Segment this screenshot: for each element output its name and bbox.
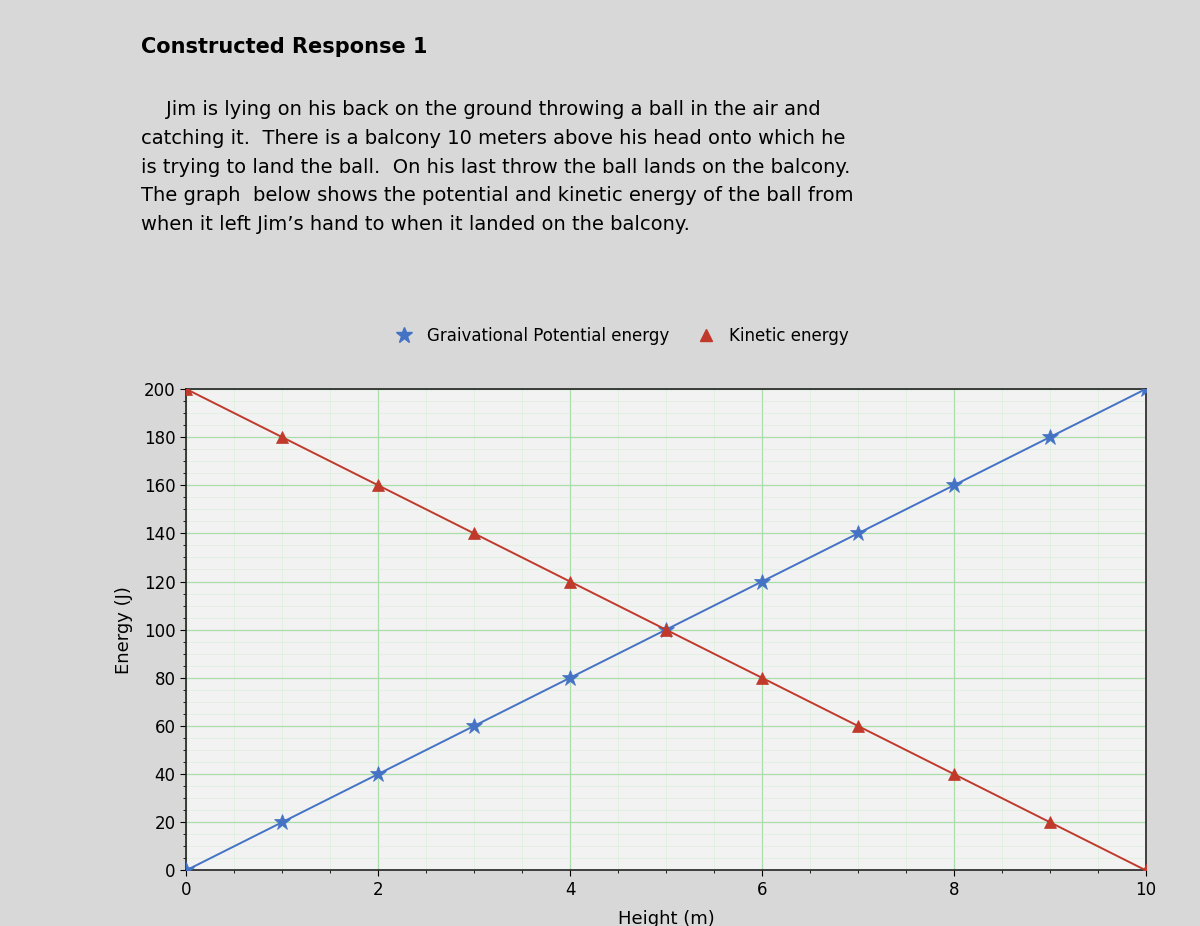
Text: Constructed Response 1: Constructed Response 1 bbox=[140, 37, 427, 57]
X-axis label: Height (m): Height (m) bbox=[618, 910, 714, 926]
Text: Jim is lying on his back on the ground throwing a ball in the air and
catching i: Jim is lying on his back on the ground t… bbox=[140, 100, 853, 234]
Y-axis label: Energy (J): Energy (J) bbox=[115, 586, 133, 673]
Legend: Graivational Potential energy, Kinetic energy: Graivational Potential energy, Kinetic e… bbox=[380, 320, 856, 352]
